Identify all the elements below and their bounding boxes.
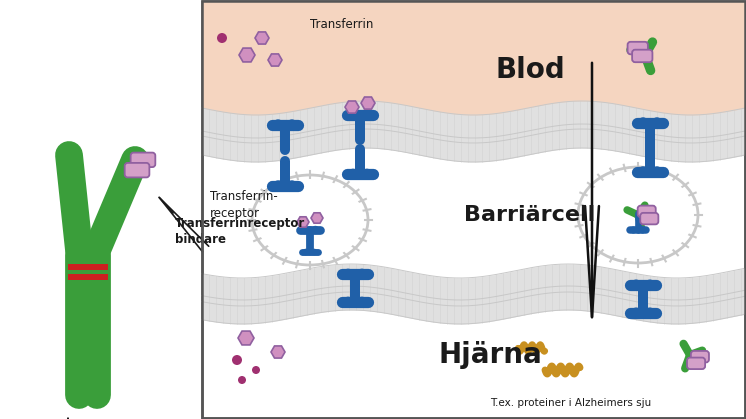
Text: Blod: Blod (495, 56, 565, 84)
FancyBboxPatch shape (131, 153, 155, 167)
Polygon shape (297, 217, 309, 227)
FancyBboxPatch shape (125, 163, 149, 177)
Ellipse shape (256, 179, 364, 261)
Circle shape (362, 110, 372, 121)
Circle shape (301, 226, 309, 234)
FancyBboxPatch shape (632, 50, 653, 62)
Circle shape (651, 117, 662, 128)
Polygon shape (271, 346, 285, 358)
Bar (202, 1, 745, 129)
Polygon shape (268, 54, 282, 66)
Circle shape (311, 226, 319, 234)
Circle shape (273, 119, 283, 130)
Circle shape (630, 279, 642, 290)
Circle shape (362, 169, 372, 179)
Circle shape (342, 297, 354, 308)
Text: Barriärcell: Barriärcell (464, 205, 595, 225)
Ellipse shape (252, 175, 368, 265)
Circle shape (286, 180, 298, 191)
Circle shape (217, 33, 227, 43)
Circle shape (357, 297, 367, 308)
Bar (202, 1, 745, 418)
Text: Transferrinreceptor
bindare: Transferrinreceptor bindare (175, 217, 305, 246)
Circle shape (630, 308, 642, 318)
Circle shape (638, 117, 648, 128)
Ellipse shape (578, 167, 698, 263)
Bar (68, 264, 108, 270)
Text: Transferrin-
receptor: Transferrin- receptor (210, 190, 278, 220)
Polygon shape (361, 97, 375, 109)
Ellipse shape (582, 171, 694, 259)
Circle shape (639, 226, 646, 234)
Circle shape (348, 110, 359, 121)
Circle shape (645, 279, 655, 290)
Polygon shape (345, 101, 359, 113)
Circle shape (252, 366, 260, 374)
FancyBboxPatch shape (640, 213, 659, 224)
FancyBboxPatch shape (627, 42, 648, 54)
Circle shape (273, 180, 283, 191)
Bar (202, 1, 745, 418)
Circle shape (645, 308, 655, 318)
Text: T.ex. proteiner i Alzheimers sju: T.ex. proteiner i Alzheimers sju (490, 398, 651, 408)
Circle shape (286, 119, 298, 130)
Circle shape (232, 355, 242, 365)
Circle shape (238, 376, 246, 384)
Circle shape (357, 269, 367, 279)
Circle shape (630, 226, 637, 234)
Circle shape (651, 166, 662, 177)
Text: Hjärna: Hjärna (438, 341, 542, 369)
Polygon shape (238, 331, 254, 345)
Circle shape (348, 169, 359, 179)
Bar (0, 0, 200, 419)
Polygon shape (255, 32, 269, 44)
FancyBboxPatch shape (691, 351, 709, 362)
Circle shape (638, 166, 648, 177)
FancyBboxPatch shape (687, 357, 705, 369)
FancyBboxPatch shape (638, 206, 656, 217)
Circle shape (311, 249, 318, 255)
Text: Transferrin: Transferrin (310, 18, 374, 31)
Polygon shape (311, 213, 323, 223)
Bar (68, 274, 108, 280)
Polygon shape (239, 48, 255, 62)
Circle shape (342, 269, 354, 279)
Circle shape (302, 249, 309, 255)
